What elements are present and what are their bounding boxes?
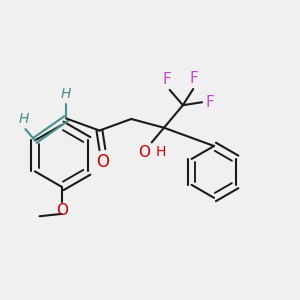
Text: O: O — [56, 203, 68, 218]
Text: H: H — [61, 87, 71, 101]
Text: F: F — [189, 71, 198, 86]
Text: H: H — [155, 145, 166, 159]
Text: O: O — [97, 153, 110, 171]
Text: F: F — [206, 95, 214, 110]
Text: H: H — [19, 112, 29, 126]
Text: F: F — [163, 72, 172, 87]
Text: O: O — [138, 145, 150, 160]
